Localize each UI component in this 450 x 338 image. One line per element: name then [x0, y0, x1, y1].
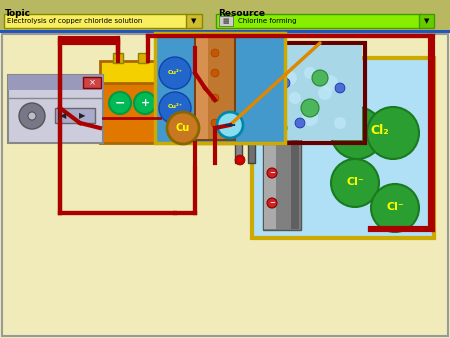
Circle shape	[331, 159, 379, 207]
Bar	[248, 38, 255, 163]
Circle shape	[159, 57, 191, 89]
Circle shape	[211, 119, 219, 127]
Bar	[186, 14, 202, 28]
Circle shape	[211, 49, 219, 57]
Bar	[195, 43, 365, 143]
Circle shape	[273, 106, 287, 120]
Circle shape	[109, 92, 131, 114]
Circle shape	[217, 115, 233, 131]
Bar	[216, 14, 421, 28]
Bar	[219, 16, 233, 26]
Bar	[113, 53, 123, 63]
Bar	[4, 14, 187, 28]
Circle shape	[273, 121, 287, 135]
Circle shape	[208, 76, 222, 90]
Circle shape	[255, 103, 265, 113]
Circle shape	[257, 85, 273, 101]
Circle shape	[211, 94, 219, 102]
Bar	[195, 35, 235, 140]
Bar	[263, 65, 301, 230]
Circle shape	[304, 67, 316, 79]
Text: Cl⁻: Cl⁻	[346, 177, 364, 187]
Text: ▼: ▼	[424, 18, 430, 24]
Text: Electrolysis of copper chloride solution: Electrolysis of copper chloride solution	[7, 18, 142, 24]
Bar	[55, 108, 95, 123]
Text: ×: ×	[89, 78, 95, 87]
Bar	[100, 78, 162, 143]
Circle shape	[19, 103, 45, 129]
Circle shape	[247, 75, 263, 91]
Circle shape	[283, 71, 297, 85]
Circle shape	[223, 91, 237, 105]
Bar	[2, 34, 448, 336]
Text: Resource: Resource	[218, 8, 265, 18]
Text: Cu²⁺: Cu²⁺	[167, 104, 183, 110]
Circle shape	[211, 69, 219, 77]
Circle shape	[244, 117, 256, 129]
Bar	[198, 45, 362, 140]
Bar	[252, 58, 434, 238]
Circle shape	[312, 70, 328, 86]
Circle shape	[159, 92, 191, 124]
Text: Cu: Cu	[176, 123, 190, 133]
Circle shape	[267, 168, 277, 178]
FancyBboxPatch shape	[8, 75, 103, 143]
Text: ▼: ▼	[191, 18, 197, 24]
Circle shape	[233, 66, 247, 80]
Circle shape	[28, 112, 36, 120]
Bar	[235, 38, 242, 163]
Circle shape	[229, 67, 241, 79]
Text: ▶: ▶	[79, 112, 85, 121]
Text: ▦: ▦	[223, 18, 230, 24]
Circle shape	[334, 117, 346, 129]
Circle shape	[217, 112, 243, 138]
Circle shape	[302, 110, 318, 126]
Circle shape	[331, 107, 383, 159]
Circle shape	[280, 78, 290, 88]
Bar	[264, 66, 276, 229]
Bar	[83, 77, 101, 88]
Text: −: −	[224, 118, 236, 132]
Text: Cu²⁺: Cu²⁺	[167, 70, 183, 74]
Circle shape	[367, 107, 419, 159]
Text: Topic: Topic	[5, 8, 31, 18]
Bar	[0, 30, 450, 33]
Circle shape	[167, 112, 199, 144]
Text: Chlorine forming: Chlorine forming	[238, 18, 297, 24]
Text: −: −	[269, 170, 275, 176]
Bar	[196, 36, 208, 139]
Circle shape	[265, 63, 275, 73]
Bar	[419, 14, 434, 28]
Bar	[291, 66, 299, 229]
Bar	[0, 0, 450, 30]
Circle shape	[207, 110, 223, 126]
Circle shape	[295, 118, 305, 128]
Circle shape	[134, 92, 156, 114]
Text: |◀: |◀	[57, 112, 67, 121]
Circle shape	[289, 92, 301, 104]
Text: −: −	[115, 97, 125, 110]
Bar	[138, 53, 148, 63]
Bar	[155, 33, 285, 143]
Circle shape	[267, 198, 277, 208]
Circle shape	[322, 75, 338, 91]
Circle shape	[235, 155, 245, 165]
Text: Cl⁻: Cl⁻	[386, 202, 404, 212]
Circle shape	[335, 83, 345, 93]
Circle shape	[301, 99, 319, 117]
Circle shape	[371, 184, 419, 232]
Bar	[8, 75, 103, 90]
Text: Cl₂: Cl₂	[371, 124, 389, 138]
Circle shape	[318, 86, 332, 100]
Text: −: −	[269, 200, 275, 206]
Bar	[100, 61, 162, 83]
Text: +: +	[140, 98, 149, 108]
